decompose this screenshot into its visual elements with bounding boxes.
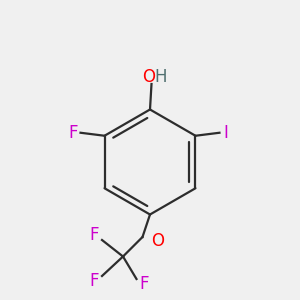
- Text: F: F: [90, 272, 99, 290]
- Text: F: F: [139, 275, 149, 293]
- Text: O: O: [142, 68, 155, 85]
- Text: F: F: [90, 226, 99, 244]
- Text: I: I: [224, 124, 229, 142]
- Text: F: F: [68, 124, 78, 142]
- Text: O: O: [151, 232, 164, 250]
- Text: H: H: [155, 68, 167, 85]
